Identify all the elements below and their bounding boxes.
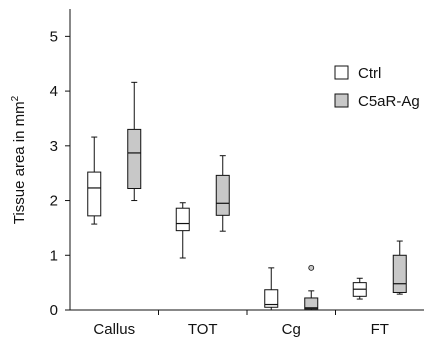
y-tick-label: 0	[50, 302, 58, 319]
box-iqr	[304, 297, 319, 310]
y-axis-label: Tissue area in mm2	[10, 95, 28, 224]
category-label-cg: Cg	[282, 321, 301, 338]
y-ticks: 0 1 2 3 4 5	[50, 28, 70, 319]
y-tick-label: 2	[50, 193, 58, 210]
box-iqr	[264, 289, 279, 308]
box-ctrl-tot	[175, 202, 190, 259]
legend-swatch-c5ar-ag	[334, 93, 349, 108]
boxes	[87, 81, 407, 311]
box-c5ar-ag-ft	[392, 240, 407, 295]
y-tick-label: 5	[50, 28, 58, 45]
y-tick-label: 1	[50, 247, 58, 264]
box-iqr	[215, 174, 230, 216]
box-iqr	[87, 171, 102, 217]
y-tick-label: 4	[50, 83, 58, 100]
box-c5ar-ag-tot	[215, 155, 230, 232]
outlier-point	[308, 264, 315, 271]
box-iqr	[127, 128, 142, 190]
box-iqr	[392, 254, 407, 293]
category-label-callus: Callus	[93, 321, 135, 338]
axes	[69, 9, 424, 311]
box-ctrl-cg	[264, 267, 279, 311]
legend-label-ctrl: Ctrl	[358, 65, 381, 82]
y-tick-label: 3	[50, 138, 58, 155]
legend-swatch-ctrl	[334, 65, 349, 80]
box-ctrl-ft	[352, 277, 367, 300]
box-iqr	[175, 207, 190, 232]
box-ctrl-callus	[87, 136, 102, 225]
legend-label-c5ar-ag: C5aR-Ag	[358, 93, 420, 110]
category-labels: Callus TOT Cg FT	[93, 310, 389, 338]
category-label-tot: TOT	[188, 321, 218, 338]
legend: Ctrl C5aR-Ag	[334, 65, 420, 110]
category-label-ft: FT	[371, 321, 389, 338]
box-c5ar-ag-cg	[304, 264, 319, 311]
box-c5ar-ag-callus	[127, 81, 142, 202]
